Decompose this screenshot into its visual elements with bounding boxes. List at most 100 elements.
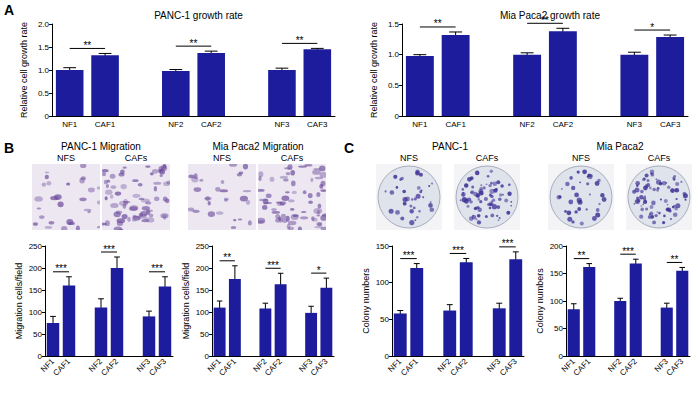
- svg-text:0.5: 0.5: [38, 89, 50, 98]
- svg-text:0: 0: [395, 112, 400, 121]
- svg-text:150: 150: [550, 269, 564, 278]
- svg-text:CAF2: CAF2: [553, 120, 574, 129]
- svg-text:**: **: [578, 250, 586, 261]
- svg-text:Colony numbers: Colony numbers: [361, 268, 371, 334]
- svg-text:***: ***: [622, 246, 634, 257]
- svg-text:2.0: 2.0: [38, 20, 50, 29]
- svg-text:NF1: NF1: [62, 120, 78, 129]
- svg-text:0.5: 0.5: [388, 81, 400, 90]
- svg-text:NF1: NF1: [386, 356, 404, 374]
- svg-text:0: 0: [38, 352, 43, 361]
- svg-text:*: *: [317, 265, 321, 276]
- svg-text:***: ***: [103, 244, 115, 255]
- svg-text:**: **: [83, 40, 91, 51]
- svg-text:***: ***: [452, 245, 464, 256]
- svg-text:Mia Paca2 growth rate: Mia Paca2 growth rate: [500, 10, 600, 21]
- svg-text:NF2: NF2: [168, 120, 184, 129]
- html-text:Mia Paca2: Mia Paca2: [596, 141, 644, 152]
- svg-text:CAF2: CAF2: [201, 120, 222, 129]
- html-text:Mia Paca2 Migration: Mia Paca2 Migration: [212, 141, 304, 152]
- svg-text:NF2: NF2: [435, 356, 453, 374]
- svg-text:150: 150: [196, 286, 210, 295]
- svg-text:1.5: 1.5: [388, 20, 400, 29]
- svg-text:CAF1: CAF1: [51, 356, 72, 377]
- html-text:PANC-1: PANC-1: [432, 141, 468, 152]
- svg-text:NF1: NF1: [412, 120, 428, 129]
- svg-text:NF1: NF1: [559, 356, 577, 374]
- svg-text:CAF1: CAF1: [217, 356, 238, 377]
- svg-text:CAF1: CAF1: [572, 356, 593, 377]
- svg-text:CAF2: CAF2: [99, 356, 120, 377]
- svg-text:50: 50: [554, 324, 563, 333]
- svg-text:150: 150: [376, 242, 390, 251]
- svg-text:NF1: NF1: [39, 356, 57, 374]
- svg-text:**: **: [434, 18, 442, 29]
- svg-text:100: 100: [550, 297, 564, 306]
- svg-text:NF3: NF3: [274, 120, 290, 129]
- svg-text:Colony numbers: Colony numbers: [535, 268, 545, 334]
- svg-text:200: 200: [29, 264, 43, 273]
- svg-text:NF3: NF3: [652, 356, 670, 374]
- svg-text:200: 200: [196, 264, 210, 273]
- svg-text:CAF1: CAF1: [399, 356, 420, 377]
- svg-text:NF1: NF1: [205, 356, 223, 374]
- svg-text:250: 250: [29, 242, 43, 251]
- svg-text:NF2: NF2: [251, 356, 269, 374]
- svg-text:CAF3: CAF3: [307, 120, 328, 129]
- html-text:CAFs: CAFs: [124, 153, 148, 163]
- svg-text:0: 0: [385, 352, 390, 361]
- svg-text:***: ***: [151, 263, 163, 274]
- svg-text:250: 250: [196, 242, 210, 251]
- html-text:A: A: [4, 2, 15, 18]
- svg-text:50: 50: [33, 330, 42, 339]
- html-text:PANC-1 Migration: PANC-1 Migration: [61, 141, 141, 152]
- svg-text:CAF2: CAF2: [263, 356, 284, 377]
- svg-text:NF3: NF3: [135, 356, 153, 374]
- svg-text:100: 100: [376, 278, 390, 287]
- svg-text:200: 200: [550, 242, 564, 251]
- svg-text:CAF3: CAF3: [660, 120, 681, 129]
- svg-text:1.5: 1.5: [38, 43, 50, 52]
- svg-text:NF3: NF3: [485, 356, 503, 374]
- svg-text:Migration cells/field: Migration cells/field: [14, 263, 24, 340]
- svg-text:***: ***: [267, 260, 279, 271]
- svg-text:**: **: [296, 35, 304, 46]
- svg-text:NF3: NF3: [297, 356, 315, 374]
- svg-text:CAF1: CAF1: [95, 120, 116, 129]
- svg-text:NF2: NF2: [87, 356, 105, 374]
- svg-text:CAF3: CAF3: [147, 356, 168, 377]
- svg-text:1.0: 1.0: [38, 66, 50, 75]
- svg-text:CAF3: CAF3: [498, 356, 519, 377]
- svg-text:100: 100: [196, 308, 210, 317]
- svg-text:***: ***: [55, 263, 67, 274]
- svg-text:CAF1: CAF1: [445, 120, 466, 129]
- svg-text:**: **: [671, 254, 679, 265]
- svg-text:CAF3: CAF3: [665, 356, 686, 377]
- svg-text:***: ***: [403, 250, 415, 261]
- svg-text:Relative cell growth rate: Relative cell growth rate: [19, 22, 29, 118]
- svg-text:50: 50: [200, 330, 209, 339]
- svg-text:**: **: [223, 252, 231, 263]
- svg-text:Relative cell growth rate: Relative cell growth rate: [369, 22, 379, 118]
- svg-text:CAF2: CAF2: [618, 356, 639, 377]
- svg-text:NF3: NF3: [627, 120, 643, 129]
- svg-text:***: ***: [502, 238, 514, 249]
- html-text:B: B: [4, 140, 15, 156]
- svg-text:150: 150: [29, 286, 43, 295]
- svg-text:NF2: NF2: [520, 120, 536, 129]
- svg-text:Migration cells/field: Migration cells/field: [181, 263, 191, 340]
- html-text:C: C: [344, 140, 355, 156]
- svg-text:*: *: [650, 22, 654, 33]
- svg-text:0: 0: [559, 352, 564, 361]
- html-text:NFS: NFS: [57, 153, 75, 163]
- svg-text:0: 0: [205, 352, 210, 361]
- svg-text:**: **: [190, 38, 198, 49]
- svg-text:100: 100: [29, 308, 43, 317]
- svg-text:PANC-1 growth rate: PANC-1 growth rate: [154, 10, 243, 21]
- svg-text:CAF3: CAF3: [309, 356, 330, 377]
- svg-text:CAF2: CAF2: [449, 356, 470, 377]
- svg-text:0: 0: [45, 112, 50, 121]
- svg-text:NF2: NF2: [606, 356, 624, 374]
- svg-text:1.0: 1.0: [388, 50, 400, 59]
- svg-text:50: 50: [380, 315, 389, 324]
